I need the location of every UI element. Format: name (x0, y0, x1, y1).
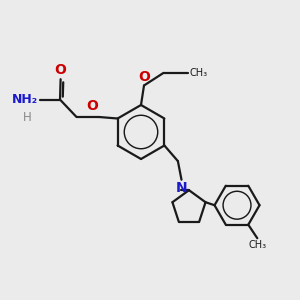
Text: O: O (138, 70, 150, 84)
Text: O: O (86, 99, 98, 113)
Text: CH₃: CH₃ (248, 240, 266, 250)
Text: NH₂: NH₂ (12, 93, 38, 106)
Text: N: N (176, 181, 187, 195)
Text: O: O (55, 63, 67, 77)
Text: H: H (23, 111, 32, 124)
Text: CH₃: CH₃ (189, 68, 207, 78)
